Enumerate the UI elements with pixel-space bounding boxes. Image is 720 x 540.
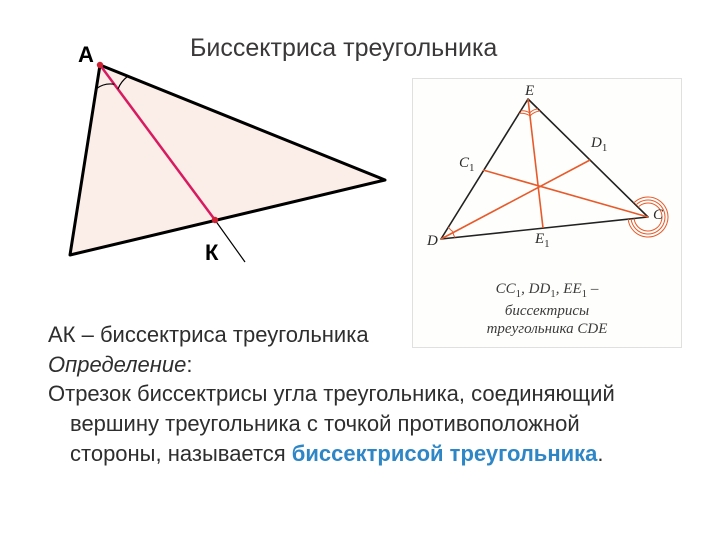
left-bisector-diagram: А К — [60, 50, 410, 290]
vertex-label-A: А — [78, 42, 94, 68]
left-svg — [60, 50, 410, 290]
right-bisector-diagram: E D C C1 D1 E1 CC1, DD1, EE1 – биссектри… — [412, 78, 682, 348]
text-line-4: вершину треугольника с точкой противопол… — [48, 409, 678, 439]
label-D1: D1 — [591, 135, 607, 154]
text-line-3: Отрезок биссектрисы угла треугольника, с… — [48, 379, 678, 409]
text-line-5: стороны, называется биссектрисой треугол… — [48, 439, 678, 469]
label-C1: C1 — [459, 155, 475, 174]
label-E1: E1 — [535, 231, 550, 250]
text-line-1: АК – биссектриса треугольника — [48, 320, 678, 350]
definition-text: АК – биссектриса треугольника Определени… — [48, 320, 678, 468]
label-D: D — [427, 233, 438, 250]
vertex-label-K: К — [205, 240, 218, 266]
label-E: E — [525, 83, 534, 100]
text-line-2: Определение: — [48, 350, 678, 380]
label-C: C — [653, 207, 663, 224]
